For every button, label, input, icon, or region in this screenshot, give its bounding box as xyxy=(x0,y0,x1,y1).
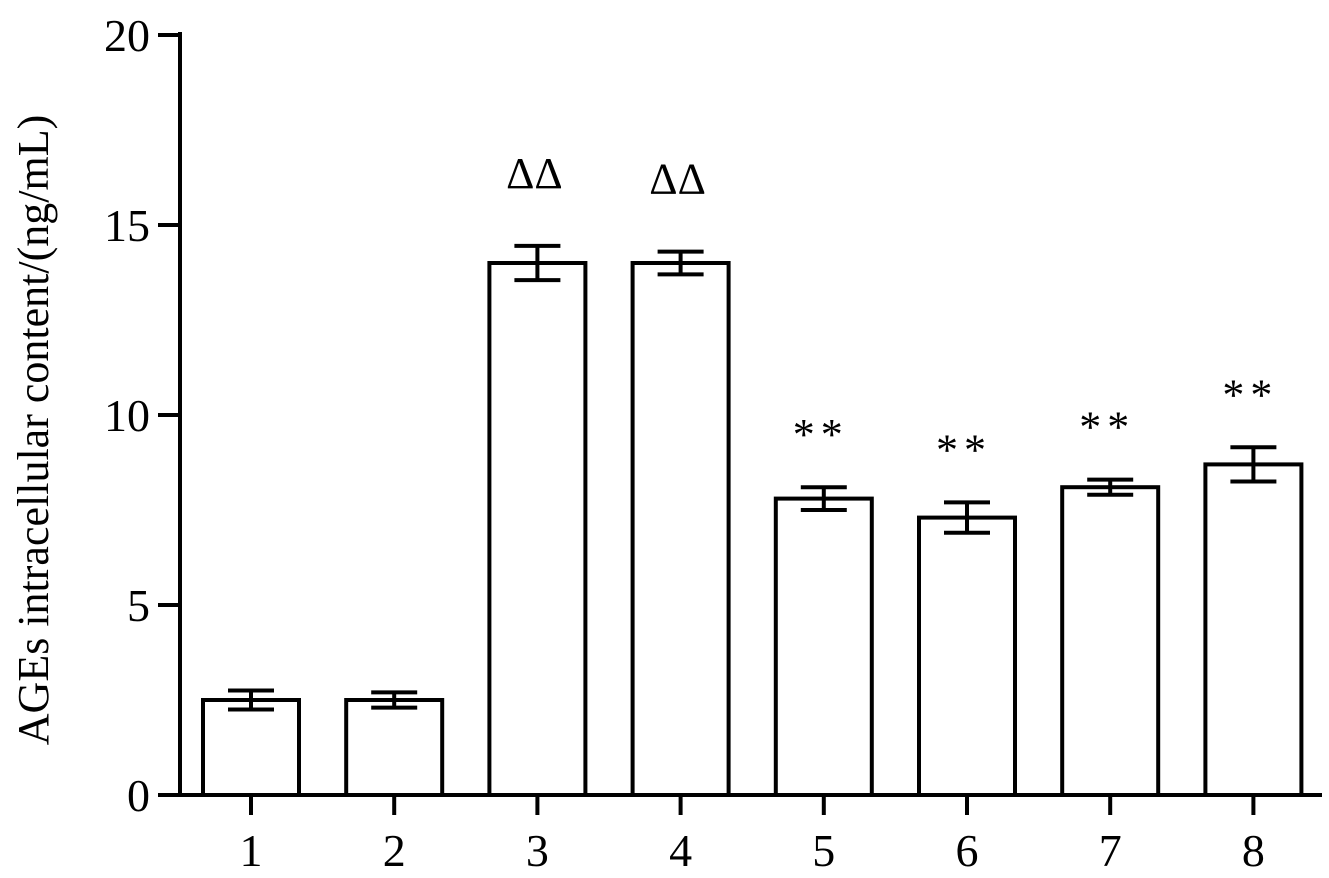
y-tick-label: 15 xyxy=(104,200,150,251)
significance-annotations: ΔΔ ΔΔ ** ** ** ** xyxy=(506,149,1278,475)
error-bar-1 xyxy=(228,688,274,712)
error-bar-7 xyxy=(1087,477,1134,497)
bar-5 xyxy=(773,496,874,797)
x-tick-label-5: 5 xyxy=(812,825,835,876)
x-tick-label-1: 1 xyxy=(240,825,263,876)
error-bar-3 xyxy=(514,243,561,283)
error-bar-6 xyxy=(944,500,990,535)
bar-3 xyxy=(487,261,588,797)
x-tick-label-2: 2 xyxy=(383,825,406,876)
x-axis: 1 2 3 4 5 6 7 8 xyxy=(158,793,1322,876)
error-bar-4 xyxy=(657,249,704,277)
x-tick-label-8: 8 xyxy=(1242,825,1265,876)
significance-mark-8: ** xyxy=(1222,370,1278,419)
error-bar-2 xyxy=(371,690,418,710)
x-tick-label-7: 7 xyxy=(1099,825,1122,876)
bars xyxy=(201,243,1304,797)
error-bar-8 xyxy=(1230,445,1277,484)
bar-4 xyxy=(630,261,731,797)
y-tick-label: 20 xyxy=(104,10,150,61)
error-bar-5 xyxy=(800,485,847,512)
x-tick-label-4: 4 xyxy=(669,825,692,876)
significance-mark-5: ** xyxy=(793,410,849,459)
significance-mark-7: ** xyxy=(1079,403,1135,452)
bar-1 xyxy=(201,698,301,797)
bar-7 xyxy=(1060,485,1161,797)
x-tick-label-6: 6 xyxy=(956,825,979,876)
significance-mark-6: ** xyxy=(936,425,992,474)
bar-6 xyxy=(917,515,1017,797)
bar-8 xyxy=(1203,462,1304,797)
y-axis: 0 5 10 15 20 xyxy=(104,10,182,821)
y-axis-label: AGEs intracellular content/(ng/mL) xyxy=(9,115,58,745)
x-tick-label-3: 3 xyxy=(526,825,549,876)
y-tick-label: 10 xyxy=(104,390,150,441)
y-tick-label: 0 xyxy=(127,770,150,821)
bar-2 xyxy=(344,698,445,797)
y-tick-label: 5 xyxy=(127,580,150,631)
significance-mark-3: ΔΔ xyxy=(506,149,563,198)
significance-mark-4: ΔΔ xyxy=(649,155,706,204)
